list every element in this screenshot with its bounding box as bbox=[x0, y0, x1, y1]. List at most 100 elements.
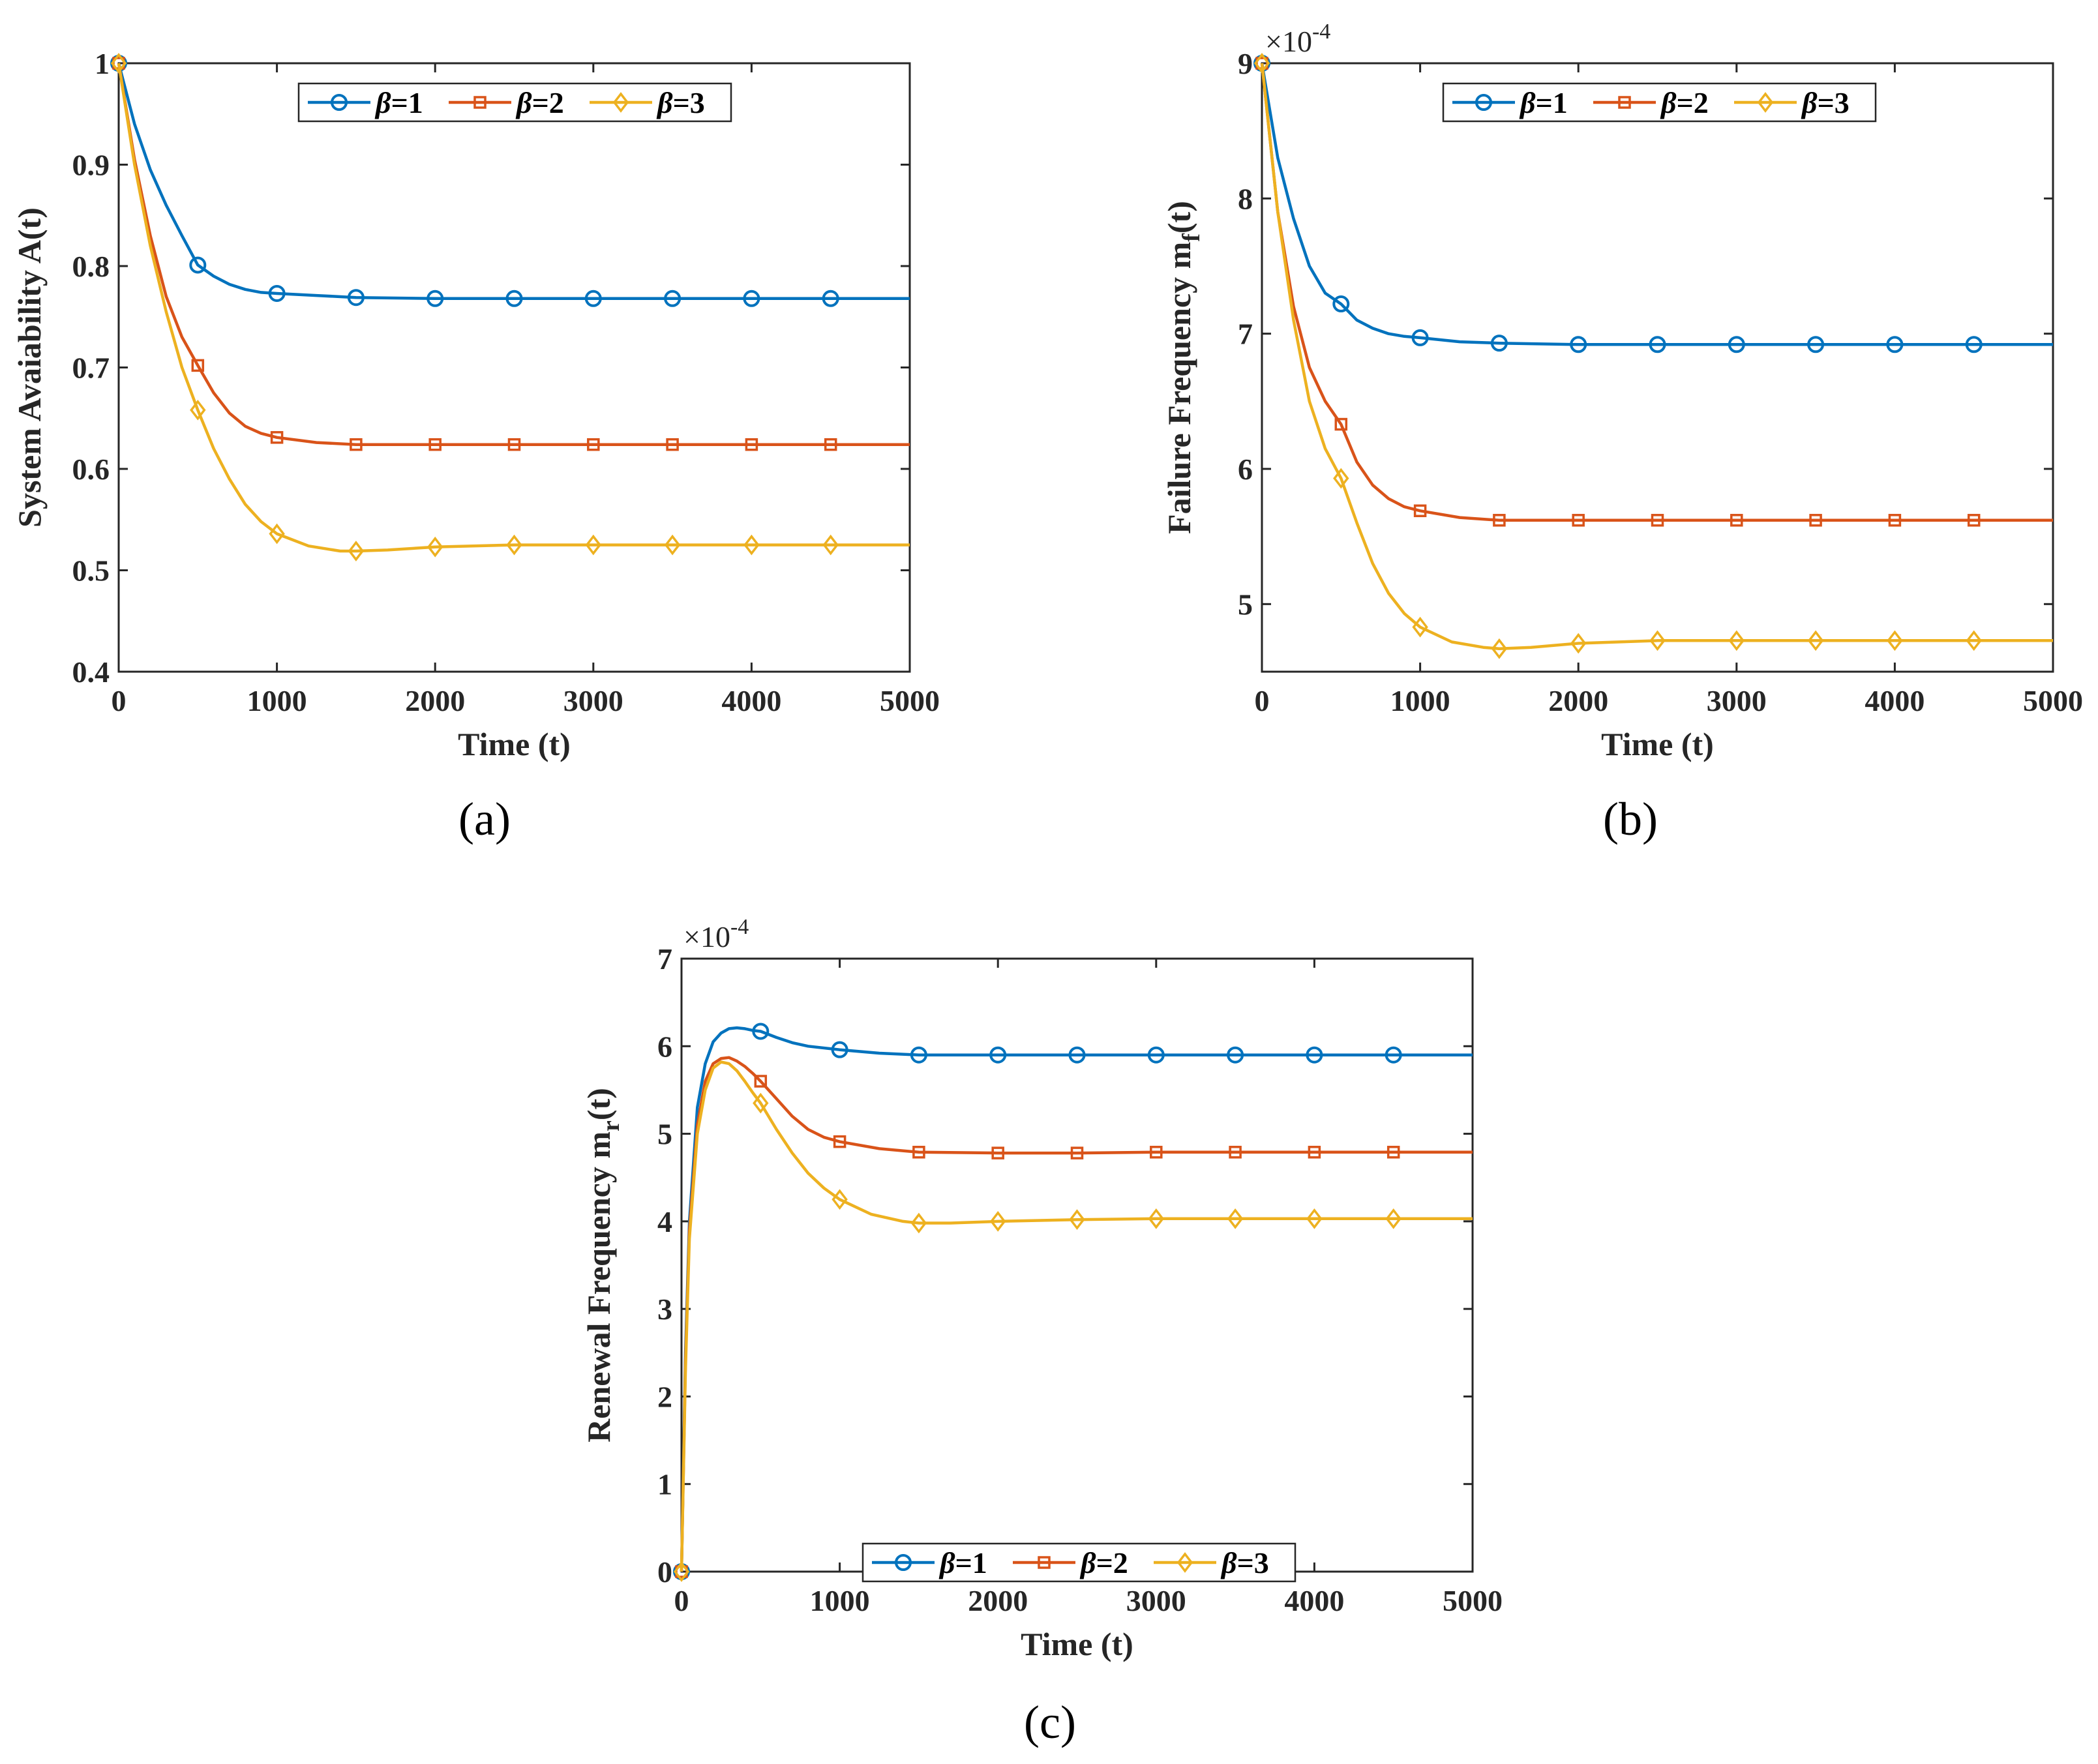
data-point-beta2 bbox=[507, 438, 521, 451]
plot-area bbox=[1261, 62, 2054, 673]
data-point-beta1 bbox=[584, 290, 602, 307]
y-tick-label: 5 bbox=[1238, 588, 1253, 621]
legend-swatch-marker bbox=[1757, 92, 1774, 113]
y-tick-label: 0.7 bbox=[72, 351, 110, 385]
data-point-beta1 bbox=[1570, 336, 1587, 353]
legend: β=1 β=2 β=3 bbox=[1442, 82, 1877, 123]
data-point-beta3 bbox=[348, 541, 365, 561]
data-point-beta3 bbox=[1491, 638, 1508, 659]
series-line-beta3 bbox=[117, 63, 910, 553]
data-point-beta2 bbox=[1651, 514, 1664, 527]
x-axis-label: Time (t) bbox=[1601, 726, 1714, 762]
data-point-beta3 bbox=[1412, 616, 1428, 638]
x-tick-label: 1000 bbox=[810, 1584, 870, 1617]
data-point-beta1 bbox=[1411, 329, 1429, 346]
data-point-beta3 bbox=[1306, 1208, 1323, 1229]
x-tick-label: 2000 bbox=[1548, 684, 1608, 717]
legend-label-beta3: β=3 bbox=[1220, 1546, 1269, 1579]
y-tick-label: 6 bbox=[1238, 453, 1253, 486]
x-tick-label: 3000 bbox=[563, 684, 623, 717]
x-tick-label: 2000 bbox=[405, 684, 465, 717]
data-point-beta2 bbox=[1070, 1146, 1084, 1159]
legend-swatch-marker bbox=[1176, 1552, 1193, 1573]
panel-label: (c) bbox=[1024, 1696, 1076, 1748]
y-tick-label: 0.5 bbox=[72, 554, 110, 588]
legend-label-beta2: β=2 bbox=[515, 86, 564, 119]
legend-box bbox=[297, 82, 732, 123]
legend-swatch-marker bbox=[1038, 1556, 1051, 1569]
y-tick-label: 0.6 bbox=[72, 453, 110, 486]
legend: β=1 β=2 β=3 bbox=[297, 82, 732, 123]
y-tick-label: 8 bbox=[1238, 182, 1253, 215]
data-point-beta3 bbox=[1385, 1208, 1401, 1229]
data-point-beta2 bbox=[1334, 417, 1348, 431]
y-tick-label: 7 bbox=[1238, 318, 1253, 351]
data-point-beta1 bbox=[989, 1046, 1007, 1064]
data-point-beta2 bbox=[1150, 1146, 1163, 1159]
data-point-beta2 bbox=[587, 438, 600, 451]
data-point-beta2 bbox=[428, 438, 442, 451]
plot-area bbox=[680, 957, 1474, 1573]
y-tick-label: 7 bbox=[657, 942, 672, 976]
x-tick-label: 5000 bbox=[880, 684, 940, 717]
data-point-beta3 bbox=[1227, 1208, 1244, 1229]
y-tick-label: 5 bbox=[657, 1118, 672, 1151]
legend-swatch-marker bbox=[473, 96, 487, 109]
data-point-beta3 bbox=[190, 399, 206, 421]
x-tick-label: 0 bbox=[1255, 684, 1270, 717]
x-tick-label: 4000 bbox=[1865, 684, 1925, 717]
y-tick-label: 3 bbox=[657, 1293, 672, 1326]
x-tick-label: 4000 bbox=[721, 684, 781, 717]
x-tick-label: 0 bbox=[674, 1584, 689, 1617]
data-point-beta1 bbox=[427, 290, 444, 307]
data-point-beta1 bbox=[1649, 336, 1666, 353]
legend-box bbox=[1442, 82, 1877, 123]
data-point-beta3 bbox=[664, 534, 681, 556]
y-tick-label: 1 bbox=[95, 47, 110, 80]
y-axis-label: Failure Frequency mf(t) bbox=[1161, 201, 1205, 534]
y-tick-label: 6 bbox=[657, 1030, 672, 1063]
x-axis-label: Time (t) bbox=[1021, 1626, 1133, 1662]
legend-label-beta3: β=3 bbox=[656, 86, 705, 119]
x-tick-label: 3000 bbox=[1126, 1584, 1186, 1617]
data-point-beta1 bbox=[1147, 1046, 1165, 1064]
data-point-beta2 bbox=[824, 438, 837, 451]
data-point-beta2 bbox=[1967, 514, 1981, 527]
chart-panel-a: 0 1000 2000 3000 4000 5000 0.4 0.5 0.6 0.7 0.8 0.9 1… bbox=[11, 47, 940, 845]
data-point-beta3 bbox=[1253, 53, 1270, 74]
data-point-beta1 bbox=[189, 256, 207, 274]
data-point-beta2 bbox=[1308, 1146, 1321, 1159]
legend-swatch-marker bbox=[331, 94, 348, 111]
series-line-beta3 bbox=[1260, 63, 2053, 651]
legend-box bbox=[862, 1542, 1296, 1583]
data-point-beta2 bbox=[1730, 514, 1743, 527]
data-point-beta3 bbox=[110, 53, 127, 74]
legend: β=1 β=2 β=3 bbox=[862, 1542, 1296, 1583]
data-point-beta1 bbox=[347, 289, 365, 306]
legend-swatch-marker bbox=[1618, 96, 1631, 109]
data-point-beta1 bbox=[664, 290, 682, 307]
data-point-beta1 bbox=[1728, 336, 1745, 353]
x-tick-label: 5000 bbox=[1443, 1584, 1503, 1617]
x-axis-label: Time (t) bbox=[458, 726, 571, 762]
y-tick-label: 1 bbox=[657, 1468, 672, 1501]
y-axis-label: Renewal Frequency mr(t) bbox=[580, 1088, 625, 1443]
data-point-beta2 bbox=[270, 431, 284, 444]
legend-label-beta3: β=3 bbox=[1801, 86, 1850, 119]
data-point-beta3 bbox=[1966, 630, 1982, 651]
data-point-beta3 bbox=[832, 1189, 848, 1210]
data-point-beta1 bbox=[1385, 1046, 1402, 1064]
y-tick-label: 2 bbox=[657, 1380, 672, 1413]
data-point-beta1 bbox=[505, 290, 523, 307]
legend-swatch-marker bbox=[1475, 94, 1492, 111]
data-point-beta2 bbox=[912, 1146, 925, 1159]
data-point-beta3 bbox=[1570, 633, 1587, 654]
data-point-beta1 bbox=[1068, 1046, 1086, 1064]
y-tick-label: 9 bbox=[1238, 47, 1253, 80]
chart-panel-b: 0 1000 2000 3000 4000 5000 5 6 7 8 9 ×10-4 Time (t) F… bbox=[1161, 20, 2083, 845]
data-point-beta1 bbox=[1332, 295, 1350, 313]
series-line-beta1 bbox=[680, 1026, 1473, 1572]
data-point-beta2 bbox=[991, 1146, 1004, 1159]
data-point-beta2 bbox=[191, 359, 205, 372]
data-point-beta2 bbox=[1572, 514, 1585, 527]
